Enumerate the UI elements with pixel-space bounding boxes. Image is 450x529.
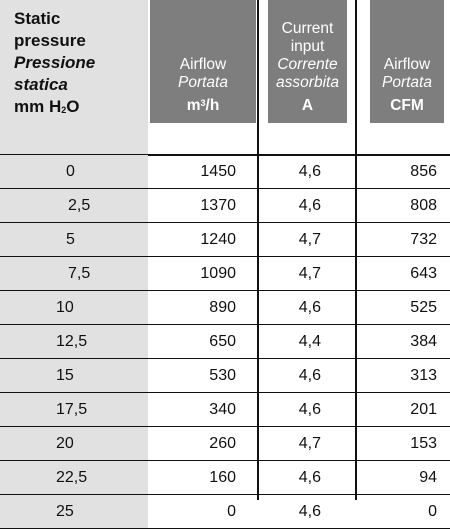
static-pressure-header: Static pressure Pressione statica mm H2O — [0, 0, 148, 155]
column-divider — [355, 0, 357, 500]
airflow-cfm-header: Airflow Portata CFM — [370, 0, 444, 123]
current-cell: 4,7 — [298, 231, 321, 248]
airflow-cfm-cell: 313 — [410, 367, 437, 384]
airflow-m3h-cell: 1090 — [200, 265, 236, 282]
airflow-m3h-cell: 1370 — [200, 197, 236, 214]
table-row: 2,5 1370 4,6 808 — [0, 189, 450, 223]
static-pressure-cell: 20 — [0, 427, 148, 460]
static-pressure-cell: 2,5 — [0, 189, 148, 222]
pressure-label: pressure — [14, 31, 86, 50]
table-body: 0 1450 4,6 856 2,5 1370 4,6 808 5 1240 4,7 732 7,5 10… — [0, 155, 450, 529]
static-pressure-cell: 22,5 — [0, 461, 148, 494]
static-unit: mm H2O — [14, 97, 80, 116]
airflow-m3h-cell: 1450 — [200, 163, 236, 180]
static-pressure-value: 10 — [56, 299, 74, 316]
static-pressure-value: 15 — [56, 367, 74, 384]
airflow-m3h-cell: 530 — [209, 367, 236, 384]
table-header: Static pressure Pressione statica mm H2O… — [0, 0, 450, 155]
current-cell: 4,6 — [298, 367, 321, 384]
static-pressure-cell: 0 — [0, 155, 148, 188]
table-row: 7,5 1090 4,7 643 — [0, 257, 450, 291]
airflow-m3h-cell: 160 — [209, 469, 236, 486]
amp-unit: A — [301, 97, 314, 114]
static-pressure-cell: 10 — [0, 291, 148, 324]
airflow-cfm-cell: 808 — [410, 197, 437, 214]
table-row: 12,5 650 4,4 384 — [0, 325, 450, 359]
pressione-label: Pressione — [14, 53, 96, 72]
static-pressure-cell: 5 — [0, 223, 148, 256]
airflow-m3h-cell: 260 — [209, 435, 236, 452]
airflow-m3h-header: Airflow Portata m3/h — [150, 0, 256, 123]
static-pressure-value: 0 — [66, 163, 75, 180]
current-header: Current input Corrente assorbita A — [268, 0, 347, 123]
airflow-cfm-cell: 94 — [419, 469, 437, 486]
assorbita-label: assorbita — [276, 74, 339, 91]
table-row: 15 530 4,6 313 — [0, 359, 450, 393]
portata-label: Portata — [178, 74, 228, 91]
table-row: 25 0 4,6 0 — [0, 495, 450, 529]
airflow-m3h-cell: 650 — [209, 333, 236, 350]
current-cell: 4,6 — [298, 299, 321, 316]
airflow-label: Airflow — [383, 56, 431, 73]
portata-label: Portata — [382, 74, 432, 91]
table-row: 22,5 160 4,6 94 — [0, 461, 450, 495]
static-pressure-value: 20 — [56, 435, 74, 452]
table-row: 0 1450 4,6 856 — [0, 155, 450, 189]
airflow-cfm-cell: 643 — [410, 265, 437, 282]
static-pressure-value: 12,5 — [56, 333, 88, 350]
current-cell: 4,6 — [298, 401, 321, 418]
m3h-unit: m3/h — [186, 97, 220, 114]
current-cell: 4,6 — [298, 469, 321, 486]
current-cell: 4,7 — [298, 265, 321, 282]
current-label: Current — [281, 20, 334, 37]
airflow-m3h-cell: 340 — [209, 401, 236, 418]
static-pressure-value: 22,5 — [56, 469, 88, 486]
static-pressure-cell: 7,5 — [0, 257, 148, 290]
header-rule — [0, 154, 450, 156]
statica-label: statica — [14, 75, 68, 94]
static-pressure-value: 25 — [56, 503, 74, 520]
current-cell: 4,6 — [298, 197, 321, 214]
airflow-m3h-cell: 1240 — [200, 231, 236, 248]
input-label: input — [290, 38, 325, 55]
static-pressure-cell: 12,5 — [0, 325, 148, 358]
static-pressure-value: 17,5 — [56, 401, 88, 418]
airflow-label: Airflow — [179, 56, 227, 73]
current-cell: 4,7 — [298, 435, 321, 452]
airflow-cfm-cell: 732 — [410, 231, 437, 248]
current-cell: 4,4 — [298, 333, 321, 350]
table-row: 20 260 4,7 153 — [0, 427, 450, 461]
airflow-cfm-cell: 384 — [410, 333, 437, 350]
static-pressure-cell: 17,5 — [0, 393, 148, 426]
table-row: 5 1240 4,7 732 — [0, 223, 450, 257]
column-divider — [257, 0, 259, 500]
airflow-cfm-cell: 201 — [410, 401, 437, 418]
corrente-label: Corrente — [277, 56, 338, 73]
static-pressure-value: 5 — [66, 231, 75, 248]
airflow-cfm-cell: 153 — [410, 435, 437, 452]
table-row: 10 890 4,6 525 — [0, 291, 450, 325]
static-pressure-value: 2,5 — [68, 197, 91, 214]
static-pressure-cell: 15 — [0, 359, 148, 392]
static-pressure-value: 7,5 — [68, 265, 91, 282]
airflow-m3h-cell: 890 — [209, 299, 236, 316]
cfm-unit: CFM — [390, 97, 424, 114]
static-label: Static — [14, 9, 61, 28]
airflow-cfm-cell: 856 — [410, 163, 437, 180]
current-cell: 4,6 — [298, 163, 321, 180]
table-row: 17,5 340 4,6 201 — [0, 393, 450, 427]
airflow-cfm-cell: 525 — [410, 299, 437, 316]
